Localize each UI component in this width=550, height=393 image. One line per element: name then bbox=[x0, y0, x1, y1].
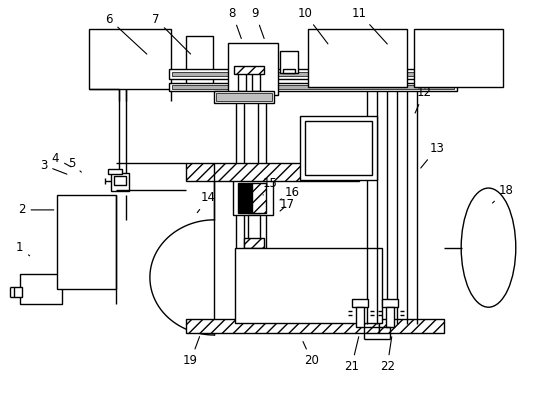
Bar bbox=[356, 307, 364, 327]
Bar bbox=[14, 287, 22, 297]
Text: 11: 11 bbox=[352, 7, 387, 44]
Bar bbox=[308, 29, 407, 87]
Bar bbox=[216, 93, 272, 101]
Text: 19: 19 bbox=[183, 337, 200, 367]
Bar bbox=[214, 91, 274, 103]
Bar bbox=[386, 307, 394, 327]
Bar bbox=[172, 85, 454, 89]
Text: 4: 4 bbox=[52, 152, 71, 167]
Bar bbox=[382, 299, 398, 307]
Bar bbox=[114, 176, 126, 185]
Text: 10: 10 bbox=[298, 7, 328, 44]
Text: 12: 12 bbox=[415, 86, 431, 113]
Bar bbox=[414, 29, 503, 87]
Text: 7: 7 bbox=[152, 13, 191, 54]
Bar bbox=[252, 183, 266, 213]
Text: 6: 6 bbox=[106, 13, 147, 54]
Bar bbox=[244, 238, 264, 248]
Bar bbox=[248, 215, 260, 240]
Bar bbox=[111, 173, 129, 191]
Bar bbox=[300, 116, 377, 180]
Text: 8: 8 bbox=[229, 7, 241, 39]
Bar bbox=[172, 72, 454, 76]
Text: 21: 21 bbox=[344, 337, 359, 373]
Bar bbox=[228, 43, 278, 95]
Bar bbox=[238, 183, 252, 213]
Bar bbox=[353, 299, 368, 307]
Bar bbox=[283, 69, 295, 73]
Ellipse shape bbox=[461, 188, 516, 307]
Bar bbox=[305, 121, 372, 175]
Text: 13: 13 bbox=[421, 142, 444, 168]
Bar bbox=[238, 69, 246, 91]
Bar bbox=[186, 163, 359, 181]
Text: 1: 1 bbox=[16, 241, 30, 256]
Text: 17: 17 bbox=[279, 198, 294, 211]
Bar bbox=[233, 180, 273, 215]
Text: 20: 20 bbox=[303, 342, 319, 367]
Bar bbox=[186, 319, 380, 333]
Bar bbox=[186, 36, 213, 76]
Bar bbox=[169, 69, 456, 79]
Text: 18: 18 bbox=[492, 184, 514, 203]
Text: 9: 9 bbox=[251, 7, 264, 39]
Text: 22: 22 bbox=[379, 337, 395, 373]
Text: 3: 3 bbox=[40, 159, 67, 174]
Bar bbox=[20, 274, 62, 304]
Bar bbox=[169, 83, 456, 91]
Bar bbox=[280, 51, 298, 73]
Bar bbox=[89, 29, 170, 89]
Bar bbox=[108, 169, 122, 174]
Bar bbox=[57, 195, 116, 289]
Text: 14: 14 bbox=[197, 191, 216, 213]
Text: 15: 15 bbox=[262, 176, 277, 195]
Text: 16: 16 bbox=[280, 185, 299, 200]
Text: 2: 2 bbox=[18, 204, 54, 217]
Bar bbox=[235, 248, 382, 323]
Text: 5: 5 bbox=[68, 157, 81, 172]
Bar bbox=[234, 66, 264, 74]
Bar bbox=[379, 319, 444, 333]
Bar bbox=[252, 69, 260, 91]
